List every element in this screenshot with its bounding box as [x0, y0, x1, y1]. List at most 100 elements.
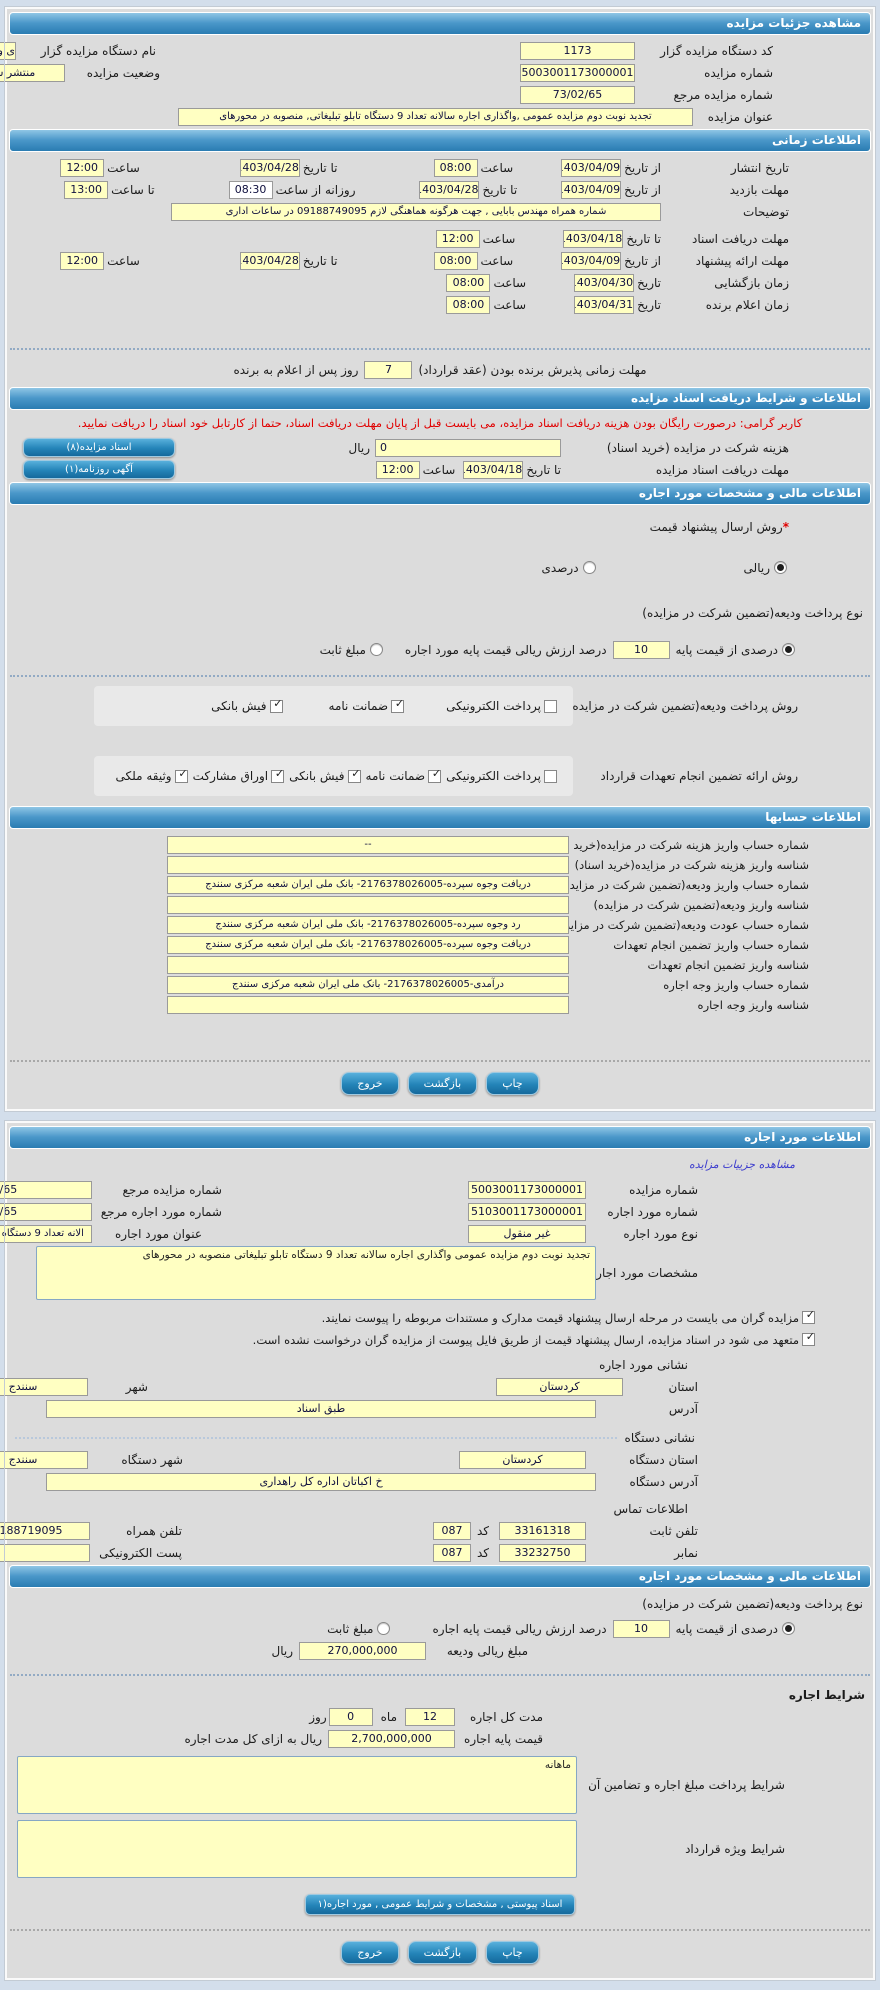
note1-checkbox[interactable] — [802, 1308, 815, 1324]
deposit-guarantee-label: ضمانت نامه — [328, 699, 389, 713]
notes-input[interactable]: شماره همراه مهندس بابایی , جهت هرگونه هم… — [171, 202, 661, 221]
accept-label: مهلت زمانی پذیرش برنده بودن (عقد قرارداد… — [418, 362, 647, 377]
row-special-terms: شرایط ویژه قرارداد — [7, 1820, 873, 1878]
base-price-input[interactable]: 2,700,000,000 — [328, 1729, 455, 1748]
back-button-2[interactable]: بازگشت — [407, 1941, 478, 1964]
price-method-percent-radio[interactable] — [582, 561, 596, 574]
org-code-input[interactable]: 1173 — [520, 41, 635, 60]
visit-daily-from-input[interactable]: 08:30 — [228, 180, 273, 199]
account-row-input[interactable] — [167, 955, 569, 974]
price-method-rial-radio[interactable] — [774, 561, 787, 574]
visit-from-input[interactable]: 1403/04/09 — [561, 180, 622, 199]
subject-input[interactable]: تجدید نوبت دوم مزایده عمومی ,واگذاری اجا… — [178, 107, 693, 126]
item-title-input[interactable]: الانه تعداد 9 دستگاه تابلو تبلیغاتی منصو… — [0, 1224, 92, 1243]
deposit-percent2-radio[interactable] — [782, 1622, 795, 1635]
docs-deadline-date-input[interactable]: 1403/04/18 — [563, 229, 624, 248]
account-row-input[interactable] — [167, 995, 569, 1014]
back-button[interactable]: بازگشت — [407, 1072, 478, 1095]
deposit-amount-input[interactable]: 270,000,000 — [299, 1641, 426, 1660]
deposit-percent-input[interactable]: 10 — [612, 640, 670, 659]
city-input[interactable]: سنندج — [0, 1377, 88, 1396]
status-input[interactable]: منتشر شده — [0, 63, 65, 82]
email-input[interactable] — [0, 1543, 90, 1562]
opening-time-input[interactable]: 08:00 — [446, 273, 491, 292]
doc-fee-input[interactable]: 0 — [375, 438, 561, 457]
row-doc-fee: هزینه شرکت در مزایده (خرید اسناد) 0 ریال… — [7, 438, 873, 457]
accept-days-input[interactable]: 7 — [364, 360, 413, 379]
item-auction-no-input[interactable]: 5003001173000001 — [468, 1180, 586, 1199]
fax-input[interactable]: 33232750 — [499, 1543, 586, 1562]
mobile-input[interactable]: 09188719095 — [0, 1521, 90, 1540]
org-address-input[interactable]: خ اکباتان اداره کل راهداری — [46, 1472, 596, 1491]
performance-estate-checkbox[interactable] — [174, 767, 188, 783]
account-row-input[interactable]: درآمدی-2176378026005- بانک ملی ایران شعب… — [167, 975, 569, 994]
print-button[interactable]: چاپ — [486, 1072, 539, 1095]
visit-to-input[interactable]: 1403/04/28 — [419, 180, 480, 199]
performance-epay-checkbox[interactable] — [544, 769, 557, 783]
newspaper-ad-button[interactable]: آگهی روزنامه(۱) — [23, 460, 175, 479]
visit-daily-to-input[interactable]: 13:00 — [64, 180, 109, 199]
rental-item-panel: اطلاعات مورد اجاره مشاهده جزییات مزایده … — [0, 1120, 876, 1981]
org-province-input[interactable]: کردستان — [459, 1450, 586, 1469]
item-ref-input[interactable]: 73/02/65 — [0, 1202, 92, 1221]
fax-code-input[interactable]: 087 — [432, 1543, 471, 1562]
deposit-fixed-radio[interactable] — [369, 643, 383, 656]
contact-title: اطلاعات تماس — [613, 1501, 688, 1516]
doc-deadline2-time-input[interactable]: 12:00 — [375, 460, 420, 479]
ref-no-input[interactable]: 73/02/65 — [520, 85, 635, 104]
item-no-input[interactable]: 5103001173000001 — [468, 1202, 586, 1221]
province-input[interactable]: کردستان — [496, 1377, 623, 1396]
offer-to-time-input[interactable]: 12:00 — [60, 251, 105, 270]
docs-warning-text: کاربر گرامی: درصورت رایگان بودن هزینه در… — [77, 416, 803, 430]
deposit-percent-radio[interactable] — [782, 643, 795, 656]
offer-to-input[interactable]: 1403/04/28 — [239, 251, 300, 270]
account-row-input[interactable]: -- — [167, 835, 569, 854]
attached-documents-button[interactable]: اسناد پیوستی , مشخصات و شرایط عمومی , مو… — [304, 1894, 576, 1915]
account-row-input[interactable]: دریافت وجوه سپرده-2176378026005- بانک مل… — [167, 935, 569, 954]
performance-slip-checkbox[interactable] — [347, 767, 361, 783]
item-desc-textarea[interactable]: تجدید نوبت دوم مزایده عمومی واگذاری اجار… — [36, 1246, 596, 1300]
org-city-input[interactable]: سنندج — [0, 1450, 88, 1469]
account-row-input[interactable]: رد وجوه سپرده-2176378026005- بانک ملی ای… — [167, 915, 569, 934]
deposit-percent2-input[interactable]: 10 — [612, 1619, 670, 1638]
phone-input[interactable]: 33161318 — [499, 1521, 586, 1540]
deposit-method-label: روش پرداخت ودیعه(تضمین شرکت در مزایده) — [567, 699, 798, 713]
timing-separator — [10, 348, 870, 350]
account-row-input[interactable] — [167, 855, 569, 874]
address-input[interactable]: طبق اسناد — [46, 1399, 596, 1418]
winner-time-input[interactable]: 08:00 — [446, 295, 491, 314]
note2-checkbox[interactable] — [802, 1330, 815, 1346]
view-auction-details-link[interactable]: مشاهده جزییات مزایده — [689, 1158, 795, 1171]
duration-months-input[interactable]: 12 — [405, 1707, 455, 1726]
pay-terms-textarea[interactable]: ماهانه — [17, 1756, 577, 1814]
special-terms-textarea[interactable] — [17, 1820, 577, 1878]
account-row-input[interactable]: دریافت وجوه سپرده-2176378026005- بانک مل… — [167, 875, 569, 894]
org-name-input[interactable]: ی و حمل و نقل جاده ای اس — [0, 41, 16, 60]
docs-deadline-time-input[interactable]: 12:00 — [435, 229, 480, 248]
publish-from-input[interactable]: 1403/04/09 — [561, 158, 622, 177]
print-button-2[interactable]: چاپ — [486, 1941, 539, 1964]
deposit-epay-checkbox[interactable] — [544, 699, 557, 713]
offer-from-time-input[interactable]: 08:00 — [433, 251, 478, 270]
winner-date-input[interactable]: 1403/04/31 — [574, 295, 635, 314]
performance-bonds-checkbox[interactable] — [271, 767, 285, 783]
deposit-fixed2-radio[interactable] — [377, 1622, 391, 1635]
deposit-slip-checkbox[interactable] — [269, 697, 283, 713]
publish-to-input[interactable]: 1403/04/28 — [239, 158, 300, 177]
performance-guarantee-checkbox[interactable] — [428, 767, 442, 783]
offer-from-input[interactable]: 1403/04/09 — [561, 251, 622, 270]
auction-no-input[interactable]: 5003001173000001 — [520, 63, 635, 82]
doc-deadline2-date-input[interactable]: 1403/04/18 — [463, 460, 524, 479]
publish-from-time-input[interactable]: 08:00 — [433, 158, 478, 177]
exit-button-2[interactable]: خروج — [341, 1941, 399, 1964]
deposit-guarantee-checkbox[interactable] — [391, 697, 405, 713]
duration-days-input[interactable]: 0 — [328, 1707, 373, 1726]
exit-button[interactable]: خروج — [341, 1072, 399, 1095]
opening-date-input[interactable]: 1403/04/30 — [574, 273, 635, 292]
publish-to-time-input[interactable]: 12:00 — [60, 158, 105, 177]
auction-documents-button[interactable]: اسناد مزایده(۸) — [23, 438, 175, 457]
phone-code-input[interactable]: 087 — [432, 1521, 471, 1540]
account-row-input[interactable] — [167, 895, 569, 914]
item-type-input[interactable]: غیر منقول — [468, 1224, 586, 1243]
item-auction-ref-input[interactable]: 73/02/65 — [0, 1180, 92, 1199]
